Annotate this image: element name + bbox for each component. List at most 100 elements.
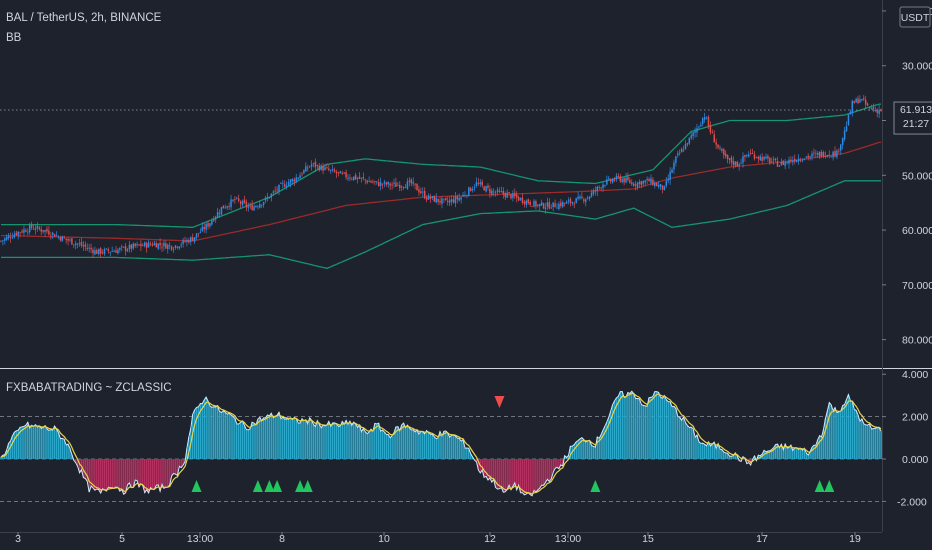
- osc-bar: [494, 459, 497, 488]
- osc-bar: [579, 438, 581, 460]
- osc-bar: [316, 420, 319, 460]
- osc-bar: [839, 411, 842, 460]
- osc-bar: [366, 433, 368, 460]
- osc-bar: [9, 440, 12, 460]
- candle-body: [418, 189, 420, 193]
- candle-body: [55, 235, 58, 237]
- osc-bar: [464, 448, 466, 460]
- osc-bar: [82, 459, 85, 478]
- candle-body: [234, 198, 236, 200]
- price-tick-label: 80.000: [902, 335, 932, 347]
- osc-bar: [830, 404, 832, 460]
- countdown-label[interactable]: 21:27: [903, 118, 929, 130]
- candle-body: [297, 177, 299, 179]
- symbol-title[interactable]: BAL / TetherUS, 2h, BINANCE: [6, 12, 162, 24]
- candle-body: [502, 191, 505, 195]
- candle-body: [650, 178, 652, 183]
- osc-bar: [161, 459, 163, 485]
- osc-bar: [815, 445, 817, 460]
- candle-body: [634, 184, 637, 186]
- osc-bar: [38, 425, 41, 460]
- candle-body: [34, 228, 37, 230]
- osc-bar: [220, 412, 223, 460]
- osc-bar: [109, 459, 112, 488]
- osc-bar: [569, 446, 572, 460]
- candle-body: [673, 162, 675, 170]
- osc-bar: [126, 459, 129, 485]
- candle-body: [845, 126, 848, 132]
- osc-bar: [753, 455, 756, 460]
- osc-bar: [444, 430, 447, 460]
- candle-body: [665, 180, 668, 186]
- candle-body: [303, 170, 305, 174]
- osc-bar: [40, 428, 43, 460]
- osc-bar: [502, 459, 505, 493]
- candle-body: [627, 176, 629, 181]
- candle-body: [163, 242, 165, 247]
- candle-body: [705, 117, 708, 119]
- osc-bar: [485, 459, 487, 477]
- candle-body: [719, 147, 721, 149]
- osc-bar: [92, 459, 94, 488]
- candle-body: [331, 169, 334, 171]
- candle-body: [646, 178, 648, 181]
- last-price-label[interactable]: 61.913: [900, 104, 932, 116]
- candle-body: [197, 233, 200, 235]
- osc-bar: [387, 434, 390, 460]
- oscillator-title[interactable]: FXBABATRADING ~ ZCLASSIC: [6, 382, 172, 394]
- candle-body: [138, 244, 140, 246]
- osc-bar: [548, 459, 551, 482]
- currency-label[interactable]: USDT: [901, 12, 930, 24]
- price-tick-label: 50.000: [902, 170, 932, 182]
- candle-body: [469, 188, 472, 192]
- oscillator-pane: [0, 390, 882, 502]
- osc-bar: [788, 447, 790, 460]
- osc-bar: [34, 424, 37, 460]
- candle-body: [548, 202, 551, 209]
- candle-body: [569, 198, 572, 204]
- osc-bar: [362, 428, 365, 460]
- osc-bar: [784, 444, 786, 460]
- candle-body: [652, 179, 654, 186]
- osc-bar: [408, 428, 411, 460]
- osc-bar: [832, 410, 834, 460]
- osc-bar: [625, 397, 627, 460]
- candle-body: [460, 197, 462, 200]
- osc-bar: [592, 446, 595, 460]
- osc-bar: [604, 426, 606, 460]
- candle-body: [838, 150, 840, 152]
- candle-body: [289, 179, 292, 184]
- osc-bar: [143, 459, 146, 493]
- osc-bar: [230, 414, 232, 460]
- currency-badge[interactable]: [899, 6, 931, 28]
- candle-body: [82, 245, 85, 247]
- osc-bar: [468, 448, 470, 460]
- osc-bar: [546, 459, 549, 480]
- osc-bar: [282, 417, 284, 460]
- osc-bar: [441, 435, 443, 460]
- last-price-badge[interactable]: [893, 101, 932, 135]
- candle-body: [851, 100, 854, 114]
- candle-body: [657, 185, 660, 188]
- osc-bar: [692, 428, 694, 460]
- candle-body: [308, 166, 311, 168]
- candle-body: [305, 166, 307, 172]
- osc-bar: [577, 440, 579, 460]
- osc-bar: [423, 433, 426, 460]
- osc-bar: [665, 399, 668, 460]
- osc-bar: [678, 417, 681, 460]
- osc-bar: [385, 434, 388, 460]
- candle-body: [853, 101, 855, 104]
- osc-bar: [218, 411, 221, 460]
- osc-bar: [101, 459, 104, 489]
- osc-bar: [602, 430, 604, 460]
- candle-body: [849, 111, 852, 115]
- osc-bar: [680, 420, 683, 460]
- candle-body: [623, 177, 625, 183]
- candle-body: [604, 185, 606, 186]
- bb-upper-band: [1, 103, 881, 228]
- bb-indicator-label[interactable]: BB: [6, 32, 22, 44]
- osc-bar: [356, 427, 359, 460]
- osc-bar: [228, 413, 230, 460]
